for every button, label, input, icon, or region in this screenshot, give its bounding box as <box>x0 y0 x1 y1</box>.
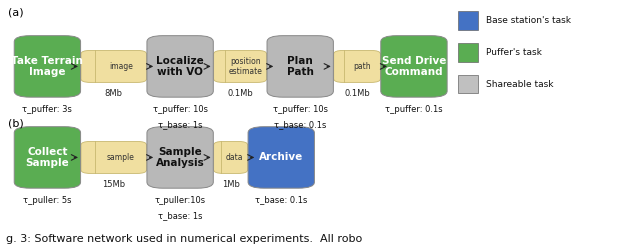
FancyBboxPatch shape <box>248 127 315 188</box>
FancyBboxPatch shape <box>267 36 334 97</box>
Text: data: data <box>226 153 243 162</box>
Text: (b): (b) <box>8 118 23 128</box>
FancyBboxPatch shape <box>458 11 478 30</box>
FancyBboxPatch shape <box>458 43 478 62</box>
Text: image: image <box>109 62 133 71</box>
FancyBboxPatch shape <box>81 141 147 173</box>
Text: τ_puller:10s: τ_puller:10s <box>155 196 205 205</box>
Text: τ_puffer: 10s: τ_puffer: 10s <box>152 105 208 114</box>
Text: τ_base: 0.1s: τ_base: 0.1s <box>255 196 307 205</box>
Text: τ_base: 1s: τ_base: 1s <box>158 121 202 130</box>
FancyBboxPatch shape <box>14 127 81 188</box>
Text: 0.1Mb: 0.1Mb <box>344 89 370 98</box>
Text: τ_base: 1s: τ_base: 1s <box>158 212 202 221</box>
Text: Take Terrain
Image: Take Terrain Image <box>11 56 83 77</box>
Text: τ_puller: 5s: τ_puller: 5s <box>23 196 71 205</box>
FancyBboxPatch shape <box>214 141 248 173</box>
FancyBboxPatch shape <box>14 36 81 97</box>
Text: 15Mb: 15Mb <box>102 180 125 189</box>
Text: sample: sample <box>107 153 135 162</box>
Text: Send Drive
Command: Send Drive Command <box>382 56 446 77</box>
Text: position
estimate: position estimate <box>229 57 263 76</box>
Text: Sample
Analysis: Sample Analysis <box>155 147 205 168</box>
Text: τ_puffer: 10s: τ_puffer: 10s <box>272 105 328 114</box>
Text: Puffer's task: Puffer's task <box>486 48 542 57</box>
Text: Shareable task: Shareable task <box>486 80 554 89</box>
FancyBboxPatch shape <box>380 36 447 97</box>
FancyBboxPatch shape <box>81 50 147 82</box>
FancyBboxPatch shape <box>214 50 267 82</box>
FancyBboxPatch shape <box>458 75 478 93</box>
Text: Collect
Sample: Collect Sample <box>25 147 70 168</box>
Text: τ_puffer: 0.1s: τ_puffer: 0.1s <box>385 105 443 114</box>
Text: Plan
Path: Plan Path <box>287 56 313 77</box>
FancyBboxPatch shape <box>334 50 380 82</box>
Text: Base station's task: Base station's task <box>486 16 571 25</box>
Text: Localize
with VO: Localize with VO <box>156 56 204 77</box>
Text: Archive: Archive <box>259 153 303 162</box>
Text: (a): (a) <box>8 7 23 17</box>
Text: τ_puffer: 3s: τ_puffer: 3s <box>23 105 72 114</box>
Text: 1Mb: 1Mb <box>222 180 240 189</box>
Text: 0.1Mb: 0.1Mb <box>228 89 253 98</box>
Text: 8Mb: 8Mb <box>105 89 123 98</box>
FancyBboxPatch shape <box>147 36 213 97</box>
Text: path: path <box>353 62 371 71</box>
Text: τ_base: 0.1s: τ_base: 0.1s <box>274 121 326 130</box>
FancyBboxPatch shape <box>147 127 213 188</box>
Text: g. 3: Software network used in numerical experiments.  All robo: g. 3: Software network used in numerical… <box>6 233 363 244</box>
